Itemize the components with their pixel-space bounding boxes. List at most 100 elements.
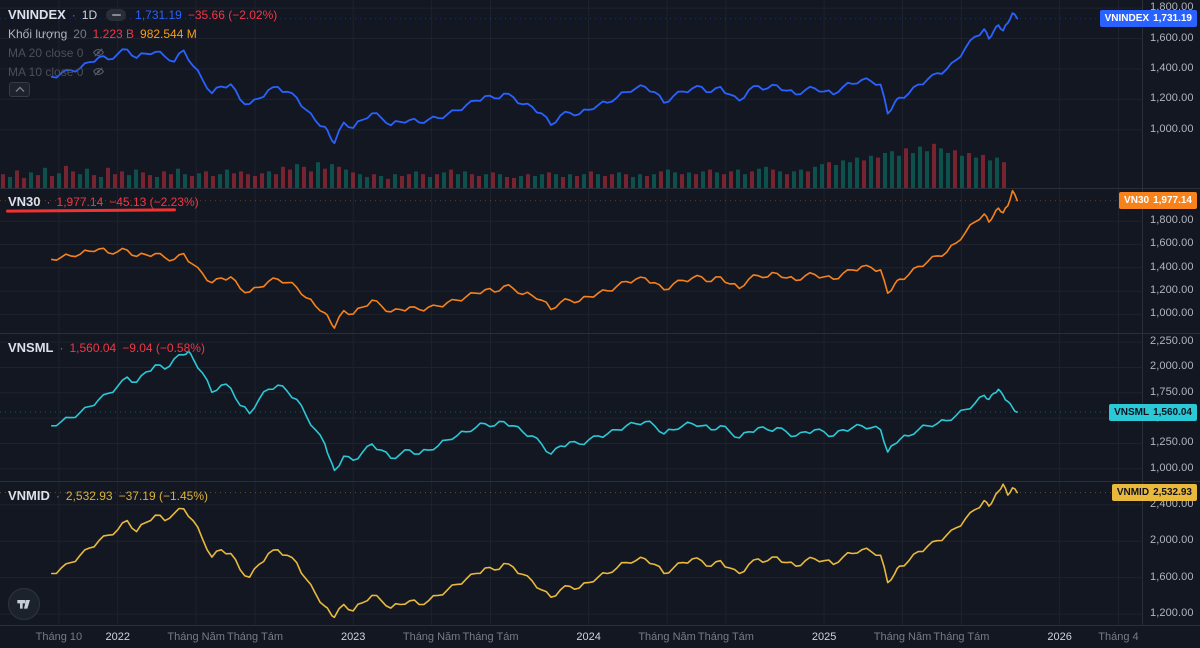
volume-bar: [428, 177, 432, 188]
vnindex-legend: VNINDEX · 1D 1,731.19 −35.66 (−2.02%) Kh…: [8, 5, 277, 81]
volume-bar: [519, 176, 523, 188]
volume-bar: [92, 175, 96, 188]
interval-label[interactable]: 1D: [81, 7, 98, 22]
volume-bar: [407, 174, 411, 188]
volume-bar: [253, 176, 257, 188]
legend-options-button[interactable]: [106, 8, 127, 21]
price-axis-label: 1,250.00: [1150, 436, 1194, 449]
vnsml-line-series: [51, 350, 1018, 472]
volume-bar: [547, 172, 551, 188]
eye-off-icon[interactable]: [92, 65, 105, 78]
price-scale[interactable]: 1,800.00 1,600.00 1,400.00 1,200.00 1,000.00…: [1142, 0, 1200, 625]
volume-bar: [533, 176, 537, 188]
vn30-price-tag: VN30 1,977.14: [1119, 192, 1197, 210]
legend-separator: ·: [55, 488, 60, 503]
volume-label[interactable]: Khối lượng: [8, 26, 68, 41]
time-axis-month-label: Tháng Tám: [697, 631, 754, 643]
symbol-title[interactable]: VNINDEX: [8, 7, 66, 22]
volume-bar: [176, 168, 180, 188]
volume-indicator-row: Khối lượng 20 1.223 B 982.544 M: [8, 24, 277, 43]
volume-bar: [715, 172, 719, 188]
volume-bar: [295, 164, 299, 188]
volume-bar: [337, 166, 341, 188]
volume-bar: [813, 166, 817, 188]
vnmid-line-series: [51, 483, 1018, 619]
volume-bar: [911, 153, 915, 188]
volume-bar: [274, 174, 278, 188]
volume-bar: [834, 165, 838, 188]
volume-bar: [1, 174, 5, 188]
eye-off-icon[interactable]: [92, 46, 105, 59]
volume-bar: [687, 172, 691, 188]
symbol-title[interactable]: VNMID: [8, 488, 50, 503]
volume-bar: [624, 174, 628, 188]
volume-bar: [974, 157, 978, 188]
volume-bar: [57, 173, 61, 188]
volume-bar: [806, 171, 810, 188]
pane-separator: [1143, 188, 1200, 189]
volume-bar: [36, 175, 40, 188]
volume-bar: [631, 177, 635, 188]
volume-bar: [890, 151, 894, 188]
price-axis-label: 1,400.00: [1150, 61, 1194, 74]
volume-bar: [29, 172, 33, 188]
pane-separator: [1143, 481, 1200, 482]
legend-collapse-button[interactable]: [9, 82, 30, 97]
volume-bar: [722, 174, 726, 188]
volume-bar: [414, 171, 418, 188]
volume-bar: [204, 171, 208, 188]
change-value: −37.19 (−1.45%): [118, 488, 209, 503]
chart-canvas[interactable]: [0, 0, 1142, 625]
tag-value: 1,731.19: [1153, 13, 1192, 25]
volume-bar: [470, 174, 474, 188]
price-axis-label: 1,600.00: [1150, 237, 1194, 250]
volume-bar: [456, 174, 460, 188]
ma20-label[interactable]: MA 20 close 0: [8, 45, 84, 60]
tag-symbol: VN30: [1124, 195, 1150, 207]
volume-bar: [750, 171, 754, 188]
volume-bar: [393, 174, 397, 188]
volume-bar: [211, 176, 215, 188]
volume-bar: [288, 169, 292, 188]
volume-bar: [785, 174, 789, 188]
volume-bar: [757, 168, 761, 188]
change-value: −45.13 (−2.23%): [109, 194, 199, 209]
volume-bar: [680, 174, 684, 188]
last-value: 1,977.14: [56, 194, 104, 209]
ma10-label[interactable]: MA 10 close 0: [8, 64, 84, 79]
ma10-indicator-row: MA 10 close 0: [8, 62, 277, 81]
tradingview-logo[interactable]: [8, 588, 40, 620]
volume-bar: [561, 177, 565, 188]
volume-bar: [827, 162, 831, 188]
tag-value: 1,977.14: [1153, 195, 1192, 207]
tag-value: 2,532.93: [1153, 487, 1192, 499]
last-value: 1,560.04: [69, 340, 117, 355]
price-axis-label: 1,400.00: [1150, 260, 1194, 273]
volume-bar: [218, 174, 222, 188]
symbol-title[interactable]: VNSML: [8, 340, 54, 355]
time-axis-month-label: Tháng 4: [1098, 631, 1139, 643]
symbol-title[interactable]: VN30: [8, 194, 41, 209]
time-axis-month-label: Tháng Tám: [933, 631, 990, 643]
volume-bar: [799, 169, 803, 188]
volume-bar: [932, 143, 936, 188]
volume-bar: [666, 169, 670, 188]
volume-bar: [904, 148, 908, 188]
volume-bar: [400, 176, 404, 188]
time-axis-month-label: Tháng Năm: [167, 631, 225, 643]
legend-separator: ·: [59, 340, 64, 355]
time-axis[interactable]: Tháng 10 2022 Tháng Năm Tháng Tám 2023 Tháng …: [0, 625, 1200, 648]
volume-bar: [50, 176, 54, 188]
volume-bar: [449, 169, 453, 188]
volume-bar: [638, 174, 642, 188]
volume-bar: [848, 162, 852, 188]
volume-bar: [435, 174, 439, 188]
volume-bar: [372, 174, 376, 188]
volume-bar: [351, 172, 355, 188]
chart-plot-area[interactable]: [0, 0, 1142, 625]
volume-bar: [421, 174, 425, 188]
volume-bar: [869, 155, 873, 188]
volume-bar: [8, 177, 12, 188]
volume-bar: [855, 157, 859, 188]
volume-bar: [106, 167, 110, 188]
